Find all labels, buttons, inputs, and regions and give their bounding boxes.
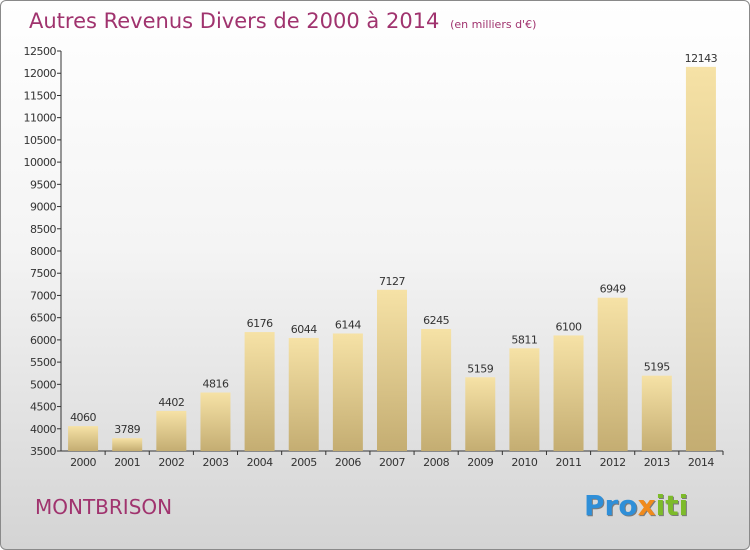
proxiti-logo: Proxiti <box>584 489 688 522</box>
bar-2009 <box>465 377 496 451</box>
logo-letter: r <box>604 489 619 522</box>
x-axis: 2000 2001 2002 2003 2004 2005 2006 2007 2008 2009… <box>61 450 724 469</box>
x-tick-label: 2005 <box>291 456 317 469</box>
y-tick-label: 7500 <box>30 267 56 280</box>
y-tick-label: 7000 <box>30 289 56 302</box>
y-tick-label: 12000 <box>24 67 57 80</box>
data-label-2003: 4816 <box>202 378 228 391</box>
chart-subtitle: (en milliers d'€) <box>450 18 537 31</box>
y-tick-label: 11000 <box>24 112 57 125</box>
data-label-2010: 5811 <box>511 333 537 346</box>
logo-letter: t <box>665 489 679 522</box>
x-tick-label: 2006 <box>335 456 361 469</box>
bar-2003 <box>200 392 231 451</box>
logo-letter: i <box>678 489 689 522</box>
y-tick-label: 10500 <box>24 134 57 147</box>
data-label-2012: 6949 <box>600 283 626 296</box>
y-tick-label: 9500 <box>30 178 56 191</box>
logo-letter: o <box>618 489 638 522</box>
x-tick-label: 2014 <box>688 456 714 469</box>
bar-2013 <box>641 375 672 451</box>
data-label-2011: 6100 <box>556 320 582 333</box>
bar-2006 <box>332 333 363 451</box>
x-tick-label: 2011 <box>556 456 582 469</box>
x-tick-label: 2012 <box>600 456 626 469</box>
x-tick-label: 2009 <box>467 456 493 469</box>
bar-2001 <box>112 438 143 451</box>
data-label-2006: 6144 <box>335 318 361 331</box>
y-axis: 3500 4000 4500 5000 5500 6000 6500 7000 7500 8000… <box>24 45 62 458</box>
y-tick-label: 8000 <box>30 245 56 258</box>
x-tick-label: 2004 <box>247 456 273 469</box>
logo-letter: P <box>584 489 605 522</box>
x-tick-label: 2008 <box>423 456 449 469</box>
data-label-2009: 5159 <box>467 362 493 375</box>
bars-group: 4060 3789 4402 4816 6176 6044 6144 7127 6245 5159… <box>68 52 718 451</box>
data-label-2004: 6176 <box>247 317 273 330</box>
bar-2014 <box>685 66 716 451</box>
y-tick-label: 4000 <box>30 423 56 436</box>
data-label-2007: 7127 <box>379 275 405 288</box>
x-tick-label: 2003 <box>202 456 228 469</box>
logo-letter: i <box>655 489 666 522</box>
data-label-2013: 5195 <box>644 361 670 374</box>
y-tick-label: 5500 <box>30 356 56 369</box>
data-label-2000: 4060 <box>70 411 96 424</box>
data-label-2001: 3789 <box>114 423 140 436</box>
y-tick-label: 10000 <box>24 156 57 169</box>
x-tick-label: 2013 <box>644 456 670 469</box>
bar-2008 <box>421 329 452 451</box>
y-tick-label: 9000 <box>30 201 56 214</box>
y-tick-label: 4500 <box>30 401 56 414</box>
x-tick-label: 2001 <box>114 456 140 469</box>
logo-letter: x <box>637 489 656 522</box>
bar-2007 <box>377 289 407 451</box>
bar-2011 <box>553 335 584 451</box>
bar-2005 <box>288 337 319 451</box>
y-tick-label: 3500 <box>30 445 56 458</box>
bar-2004 <box>244 332 275 451</box>
data-label-2005: 6044 <box>291 323 317 336</box>
place-name: MONTBRISON <box>35 495 173 519</box>
y-tick-label: 11500 <box>24 89 57 102</box>
x-tick-label: 2002 <box>158 456 184 469</box>
x-tick-label: 2010 <box>511 456 537 469</box>
bar-2012 <box>597 297 628 451</box>
bar-2000 <box>68 426 99 451</box>
y-tick-label: 6500 <box>30 312 56 325</box>
data-label-2008: 6245 <box>423 314 449 327</box>
chart-title-text: Autres Revenus Divers de 2000 à 2014 <box>29 9 440 33</box>
y-tick-label: 5000 <box>30 378 56 391</box>
y-tick-label: 6000 <box>30 334 56 347</box>
y-tick-label: 12500 <box>24 45 57 58</box>
x-tick-label: 2000 <box>70 456 96 469</box>
y-tick-label: 8500 <box>30 223 56 236</box>
bar-2002 <box>156 410 187 451</box>
data-label-2002: 4402 <box>158 396 184 409</box>
data-label-2014: 12143 <box>685 52 718 65</box>
x-tick-label: 2007 <box>379 456 405 469</box>
chart-title: Autres Revenus Divers de 2000 à 2014 (en… <box>29 9 536 33</box>
bar-2010 <box>509 348 540 451</box>
